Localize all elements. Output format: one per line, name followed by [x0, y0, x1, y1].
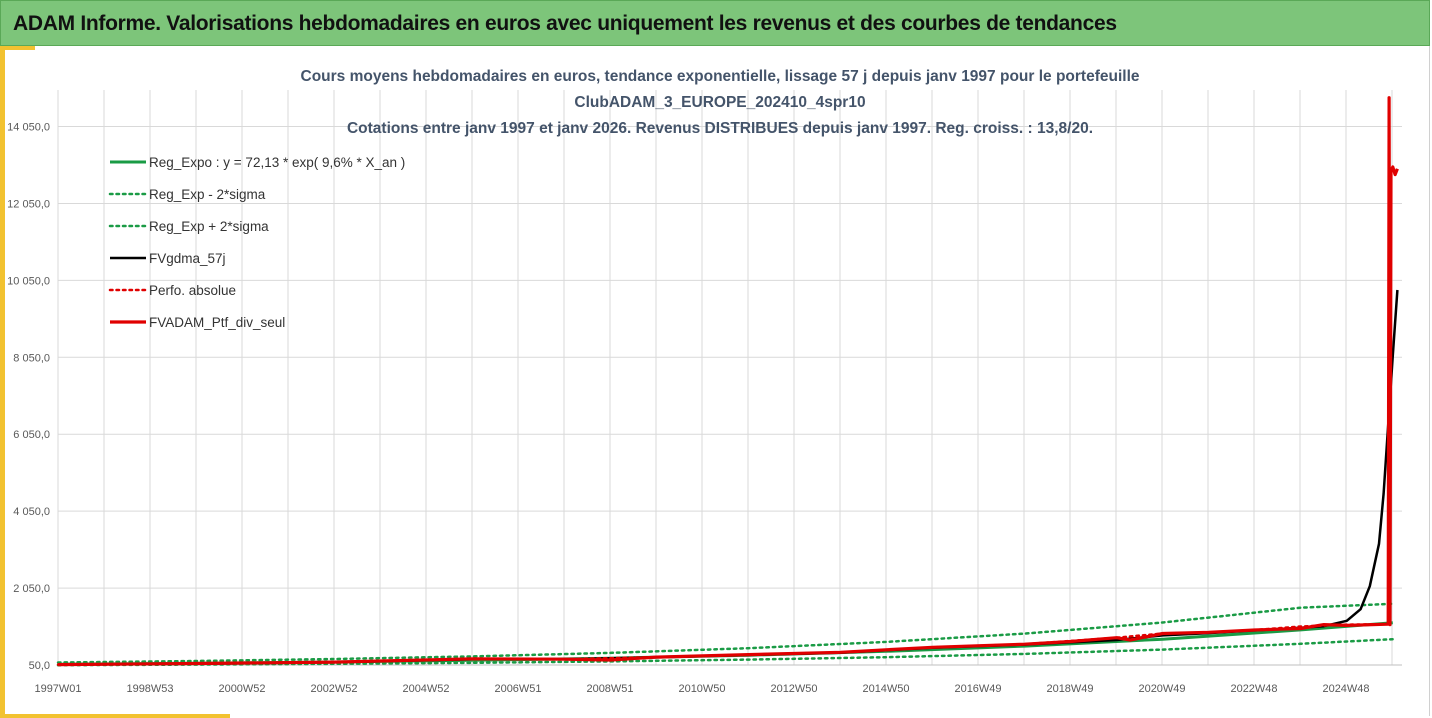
x-tick-label: 2012W50 [770, 683, 817, 695]
y-tick-label: 10 050,0 [7, 275, 50, 287]
chart-frame [5, 46, 1430, 716]
x-tick-label: 2006W51 [494, 683, 541, 695]
y-tick-label: 6 050,0 [13, 429, 50, 441]
report-title: ADAM Informe. Valorisations hebdomadaire… [13, 12, 1117, 35]
y-tick-label: 50,0 [29, 660, 50, 672]
x-tick-label: 2004W52 [402, 683, 449, 695]
chart-title-line-2: ClubADAM_3_EUROPE_202410_4spr10 [574, 94, 865, 111]
x-tick-label: 2000W52 [218, 683, 265, 695]
report-header: ADAM Informe. Valorisations hebdomadaire… [0, 0, 1430, 46]
x-tick-label: 2018W49 [1046, 683, 1093, 695]
y-tick-label: 8 050,0 [13, 352, 50, 364]
x-tick-label: 1997W01 [34, 683, 81, 695]
axes: 50,0 2 050,0 4 050,0 6 050,0 8 050,0 10 050,0… [7, 122, 1402, 695]
legend-label-0: Reg_Expo : y = 72,13 * exp( 9,6% * X_an … [149, 155, 405, 170]
x-tick-label: 2022W48 [1230, 683, 1277, 695]
accent-bar-bottom [0, 714, 230, 718]
grid [57, 90, 1402, 666]
legend: Reg_Expo : y = 72,13 * exp( 9,6% * X_an … [108, 155, 405, 330]
legend-label-4: Perfo. absolue [149, 283, 236, 298]
legend-label-1: Reg_Exp - 2*sigma [149, 187, 266, 202]
x-tick-label: 1998W53 [126, 683, 173, 695]
series-line-0 [57, 621, 1393, 666]
x-tick-label: 2016W49 [954, 683, 1001, 695]
y-tick-label: 2 050,0 [13, 583, 50, 595]
series-line-4 [56, 622, 1390, 666]
legend-label-2: Reg_Exp + 2*sigma [149, 219, 269, 234]
series-line-3 [57, 289, 1399, 666]
chart-title: Cours moyens hebdomadaires en euros, ten… [301, 68, 1140, 137]
x-tick-label: 2008W51 [586, 683, 633, 695]
legend-label-5: FVADAM_Ptf_div_seul [149, 315, 285, 330]
y-tick-label: 4 050,0 [13, 506, 50, 518]
x-tick-label: 2010W50 [678, 683, 725, 695]
x-tick-label: 2014W50 [862, 683, 909, 695]
y-tick-label: 12 050,0 [7, 198, 50, 210]
y-tick-label: 14 050,0 [7, 122, 50, 134]
x-tick-label: 2020W49 [1138, 683, 1185, 695]
x-tick-label: 2002W52 [310, 683, 357, 695]
chart-title-line-3: Cotations entre janv 1997 et janv 2026. … [347, 120, 1093, 137]
legend-label-3: FVgdma_57j [149, 251, 226, 266]
series-line-2 [56, 602, 1395, 664]
accent-bar-top [5, 46, 35, 50]
x-tick-label: 2024W48 [1322, 683, 1369, 695]
series-line-5 [57, 96, 1399, 667]
chart-title-line-1: Cours moyens hebdomadaires en euros, ten… [301, 68, 1140, 85]
accent-bar-left [0, 46, 5, 718]
series [56, 96, 1399, 667]
